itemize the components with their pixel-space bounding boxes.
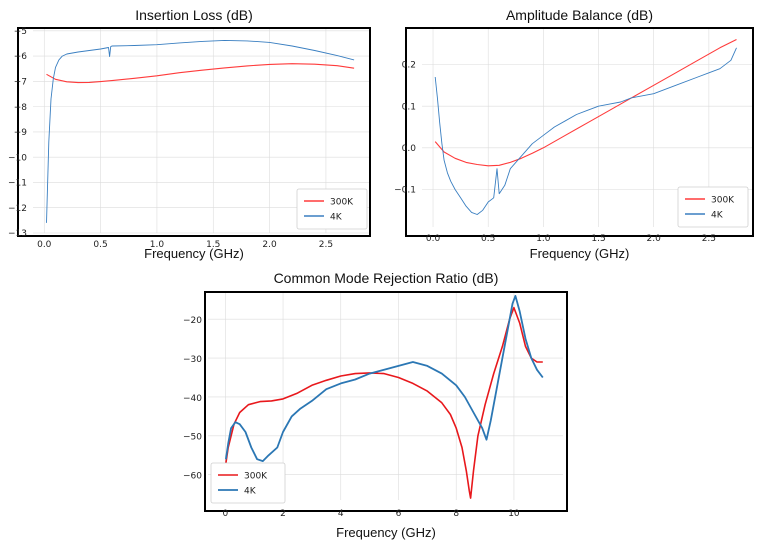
amplitude-balance-series-4k-line [434,47,737,215]
amplitude-balance-chart: 0.0 0.5 1.0 1.5 2.0 2.5 −0.1 0.0 0.1 0.2 Amplitude… [394,7,754,261]
amplitude-balance-y-tick-label: −0.1 [394,186,416,196]
insertion-loss-y-tick-label: −10 [8,153,27,163]
cmrr-legend-label: 4K [244,487,257,497]
cmrr-x-tick-label: 8 [453,509,459,519]
insertion-loss-series-4k-line [46,39,355,223]
insertion-loss-y-tick-label: −8 [14,103,28,113]
insertion-loss-y-tick-label: −7 [14,77,27,87]
amplitude-balance-title: Amplitude Balance (dB) [506,7,653,23]
insertion-loss-legend-label: 300K [330,198,354,208]
cmrr-y-tick-label: −30 [183,355,202,365]
insertion-loss-y-tick-label: −5 [14,27,27,37]
amplitude-balance-x-tick-label: 1.0 [536,234,551,244]
insertion-loss-chart: 0.0 0.5 1.0 1.5 2.0 2.5 −13 −12 −11 −10 −9 −8 −7 −6 −5… [8,7,371,261]
insertion-loss-frame [17,27,371,237]
cmrr-x-tick-label: 4 [338,509,344,519]
insertion-loss-x-axis-label: Frequency (GHz) [144,246,244,261]
amplitude-balance-x-tick-label: 2.5 [702,234,716,244]
insertion-loss-x-tick-label: 2.5 [319,240,333,250]
amplitude-balance-series-300k-line [434,39,737,167]
insertion-loss-title: Insertion Loss (dB) [135,7,253,23]
amplitude-balance-y-tick-label: 0.0 [402,144,417,154]
amplitude-balance-y-tick-label: 0.2 [402,61,416,71]
cmrr-chart: 0 2 4 6 8 10 −60 −50 −40 −30 −20 Common Mode Reject… [183,270,568,540]
amplitude-balance-legend [677,186,749,228]
cmrr-x-tick-label: 10 [508,509,520,519]
cmrr-title: Common Mode Rejection Ratio (dB) [274,270,499,286]
insertion-loss-x-tick-label: 1.5 [206,240,220,250]
cmrr-x-tick-label: 0 [222,509,228,519]
cmrr-legend [210,462,286,504]
insertion-loss-series-300k-line [46,63,355,84]
amplitude-balance-legend-label: 300K [711,196,735,206]
cmrr-y-tick-label: −20 [183,316,202,326]
cmrr-x-tick-label: 6 [396,509,402,519]
cmrr-series-4k-line [225,294,544,463]
insertion-loss-y-tick-label: −11 [8,179,27,189]
amplitude-balance-frame [405,27,754,237]
insertion-loss-y-tick-label: −13 [8,229,27,239]
insertion-loss-y-tick-label: −12 [8,204,27,214]
insertion-loss-x-tick-label: 0.0 [37,240,52,250]
amplitude-balance-x-axis-label: Frequency (GHz) [530,246,630,261]
cmrr-y-tick-label: −60 [183,472,202,482]
cmrr-y-tick-label: −50 [183,433,202,443]
cmrr-y-tick-label: −40 [183,394,202,404]
insertion-loss-y-tick-label: −9 [14,128,28,138]
insertion-loss-y-tick-label: −6 [14,52,28,62]
amplitude-balance-y-tick-label: 0.1 [402,102,416,112]
insertion-loss-x-tick-label: 0.5 [93,240,107,250]
insertion-loss-legend [296,188,368,230]
cmrr-legend-label: 300K [244,472,268,482]
amplitude-balance-x-tick-label: 0.0 [426,234,441,244]
insertion-loss-x-tick-label: 1.0 [150,240,165,250]
cmrr-frame [204,291,568,512]
amplitude-balance-x-tick-label: 0.5 [481,234,495,244]
cmrr-x-tick-label: 2 [280,509,286,519]
amplitude-balance-x-tick-label: 1.5 [591,234,605,244]
insertion-loss-x-tick-label: 2.0 [262,240,277,250]
amplitude-balance-x-tick-label: 2.0 [647,234,662,244]
amplitude-balance-legend-label: 4K [711,211,724,221]
cmrr-x-axis-label: Frequency (GHz) [336,525,436,540]
insertion-loss-legend-label: 4K [330,213,343,223]
